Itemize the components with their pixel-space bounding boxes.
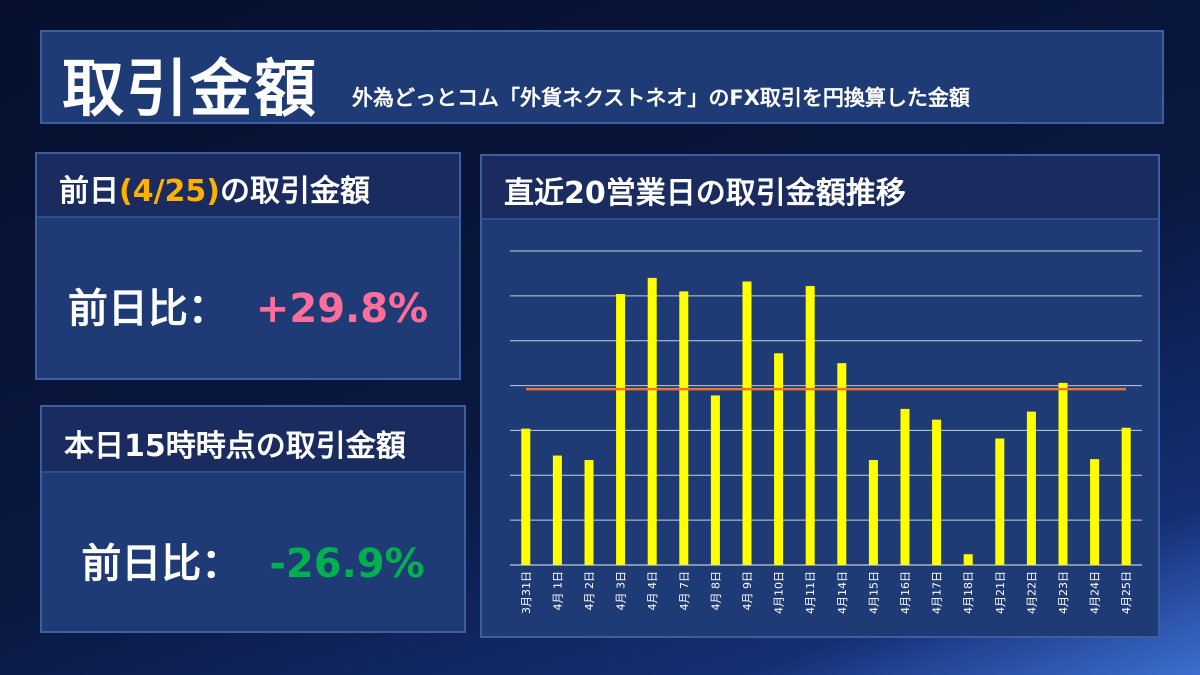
previous-day-ratio-value: +29.8% — [255, 286, 429, 332]
today-ratio-value: -26.9% — [269, 541, 425, 587]
previous-day-heading: 前日(4/25)の取引金額 — [59, 166, 370, 210]
bar — [995, 438, 1005, 565]
bar — [710, 395, 720, 565]
previous-day-heading-suffix: の取引金額 — [220, 174, 371, 209]
bar — [1026, 411, 1036, 565]
x-tick-label: 4月25日 — [1120, 571, 1133, 614]
x-tick-label: 4月15日 — [867, 571, 880, 614]
page-subtitle: 外為どっとコム「外貨ネクストネオ」のFX取引を円換算した金額 — [352, 86, 970, 110]
chart-panel: 直近20営業日の取引金額推移 3月31日 4月 1日 4月 2日 4月 3日 4月 4日… — [480, 154, 1160, 638]
bar — [1090, 459, 1100, 565]
x-tick-label: 4月24日 — [1089, 571, 1102, 614]
chart-header: 直近20営業日の取引金額推移 — [482, 156, 1158, 220]
x-tick-label: 4月 7日 — [678, 571, 691, 611]
previous-day-ratio: 前日比： +29.8% — [37, 276, 459, 334]
today-header: 本日15時時点の取引金額 — [42, 407, 464, 473]
title-panel: 取引金額 外為どっとコム「外貨ネクストネオ」のFX取引を円換算した金額 — [40, 30, 1164, 125]
today-ratio: 前日比： -26.9% — [42, 531, 464, 589]
today-ratio-label: 前日比： — [81, 541, 242, 587]
today-panel: 本日15時時点の取引金額 前日比： -26.9% — [40, 405, 466, 633]
previous-day-panel: 前日(4/25)の取引金額 前日比： +29.8% — [35, 152, 461, 380]
bar — [774, 353, 784, 565]
x-tick-label: 4月14日 — [836, 571, 849, 614]
bar — [616, 294, 626, 565]
bar — [1058, 382, 1068, 565]
previous-day-ratio-label: 前日比： — [67, 286, 228, 332]
x-tick-label: 4月17日 — [931, 571, 944, 614]
x-tick-label: 4月21日 — [994, 571, 1007, 614]
x-tick-label: 4月 9日 — [741, 571, 754, 611]
x-tick-label: 4月 3日 — [615, 571, 628, 611]
bar — [868, 460, 878, 565]
x-tick-label: 4月16日 — [899, 571, 912, 614]
page-title: 取引金額 — [62, 52, 319, 125]
bar — [552, 455, 562, 565]
bar — [900, 408, 910, 565]
chart-title: 直近20営業日の取引金額推移 — [504, 176, 906, 211]
x-tick-label: 4月22日 — [1025, 571, 1038, 614]
bar — [584, 460, 594, 565]
bar — [837, 363, 847, 565]
previous-day-header: 前日(4/25)の取引金額 — [37, 154, 459, 218]
bar — [647, 277, 657, 565]
x-tick-label: 4月11日 — [804, 571, 817, 614]
bar — [679, 291, 689, 565]
bar — [1121, 427, 1131, 565]
bar-chart: 3月31日 4月 1日 4月 2日 4月 3日 4月 4日 4月 7日 4月 8日 4月 9日… — [510, 250, 1142, 614]
today-heading: 本日15時時点の取引金額 — [64, 429, 406, 464]
bar — [521, 428, 531, 565]
bar — [742, 281, 752, 565]
x-tick-label: 4月 2日 — [583, 571, 596, 611]
x-tick-label: 4月23日 — [1057, 571, 1070, 614]
previous-day-date: (4/25) — [119, 174, 221, 209]
bar — [805, 285, 815, 565]
x-tick-label: 4月 8日 — [709, 571, 722, 611]
x-tick-label: 4月10日 — [773, 571, 786, 614]
x-tick-label: 3月31日 — [520, 571, 533, 614]
x-tick-label: 4月 4日 — [646, 571, 659, 611]
previous-day-heading-prefix: 前日 — [59, 174, 119, 209]
x-tick-label: 4月18日 — [962, 571, 975, 614]
x-tick-label: 4月 1日 — [551, 571, 564, 611]
bar — [963, 554, 973, 565]
bar — [932, 419, 942, 565]
